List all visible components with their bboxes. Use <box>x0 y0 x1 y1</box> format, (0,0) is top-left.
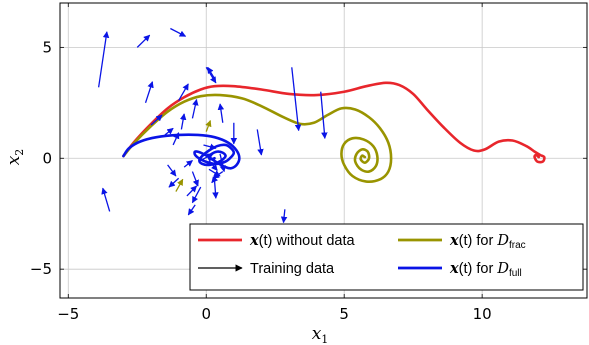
legend-label-frac: x(t) for Dfrac <box>449 232 526 251</box>
training-arrow <box>179 113 187 130</box>
x-axis-label: x1 <box>312 324 329 345</box>
arrow-layer <box>97 27 328 224</box>
training-arrow <box>186 185 198 197</box>
training-arrow <box>208 160 218 171</box>
series-line-full <box>122 133 241 170</box>
training-arrow <box>167 164 177 177</box>
x-tick-label: −5 <box>57 305 79 323</box>
legend-entry-frac: x(t) for Dfrac <box>398 232 526 251</box>
legend-entry-train: Training data <box>198 261 335 277</box>
legend-label-full: x(t) for Dfull <box>449 260 522 279</box>
training-arrow <box>191 98 199 119</box>
training-arrow <box>101 187 111 212</box>
series-layer <box>122 81 546 183</box>
legend-box <box>189 223 584 291</box>
training-arrow <box>291 67 302 132</box>
plot-frame <box>59 2 588 299</box>
legend-label-no_data: x(t) without data <box>249 232 355 249</box>
series-line-no_data <box>122 81 546 164</box>
training-arrow <box>205 66 217 84</box>
y-tick-label: −5 <box>30 260 52 278</box>
training-arrow <box>150 114 163 126</box>
legend-entry-full: x(t) for Dfull <box>398 260 522 279</box>
training-arrow <box>170 27 187 37</box>
y-tick-label: 0 <box>42 149 52 167</box>
training-arrow <box>191 186 202 204</box>
training-arrow <box>187 204 196 216</box>
y-tick-label: 5 <box>42 38 52 56</box>
training-arrow <box>168 177 180 188</box>
training-arrow <box>144 81 154 104</box>
legend: x(t) without data x(t) for Dfrac Training … <box>189 223 584 291</box>
tick-layer: −5 0 5 10 −5 0 5 <box>30 3 587 323</box>
training-arrow <box>175 178 184 192</box>
training-arrow <box>212 180 219 199</box>
training-arrow <box>191 171 199 187</box>
training-arrow <box>183 159 193 168</box>
training-arrow <box>207 66 216 79</box>
training-arrow <box>280 209 288 224</box>
training-arrow <box>203 143 217 150</box>
y-axis-label: x2 <box>4 149 26 166</box>
series-line-frac <box>122 93 393 183</box>
training-arrow <box>164 127 174 136</box>
training-arrow <box>320 91 328 139</box>
training-arrow <box>219 153 227 173</box>
training-arrow <box>256 129 264 156</box>
training-arrow <box>211 175 218 184</box>
training-arrow <box>97 31 110 88</box>
x-tick-label: 10 <box>473 305 492 323</box>
training-arrow <box>205 119 212 132</box>
training-arrow <box>200 153 214 162</box>
training-arrow <box>217 103 225 123</box>
training-arrow <box>178 83 189 101</box>
training-arrow <box>172 132 180 146</box>
x-tick-label: 0 <box>201 305 211 323</box>
legend-label-train: Training data <box>250 261 335 277</box>
legend-entry-no_data: x(t) without data <box>198 232 355 249</box>
training-arrow <box>136 34 151 48</box>
x-tick-label: 5 <box>339 305 349 323</box>
